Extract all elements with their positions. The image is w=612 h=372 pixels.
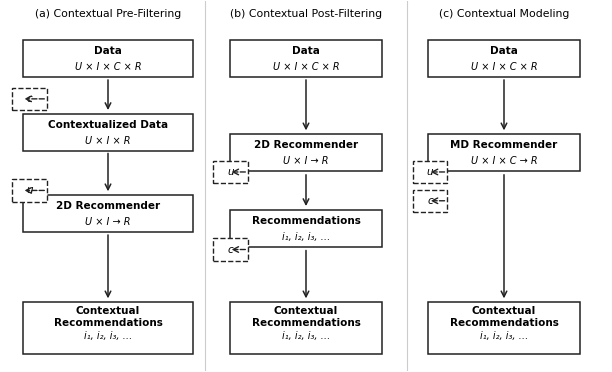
Text: MD Recommender: MD Recommender	[450, 140, 558, 150]
FancyBboxPatch shape	[12, 179, 47, 202]
Text: u: u	[228, 167, 234, 177]
Text: U × I × R: U × I × R	[85, 135, 131, 145]
Text: U × I × C × R: U × I × C × R	[75, 62, 141, 72]
FancyBboxPatch shape	[214, 238, 248, 260]
Text: U × I × C × R: U × I × C × R	[273, 62, 339, 72]
Text: Data: Data	[292, 46, 320, 56]
Text: c: c	[228, 244, 234, 254]
Text: U × I → R: U × I → R	[283, 156, 329, 166]
Text: i₁, i₂, i₃, …: i₁, i₂, i₃, …	[282, 232, 330, 241]
Text: i₁, i₂, i₃, …: i₁, i₂, i₃, …	[480, 331, 528, 340]
FancyBboxPatch shape	[230, 134, 382, 171]
FancyBboxPatch shape	[230, 40, 382, 77]
FancyBboxPatch shape	[428, 40, 580, 77]
Text: Contextualized Data: Contextualized Data	[48, 120, 168, 130]
FancyBboxPatch shape	[23, 40, 193, 77]
Text: U × I × C × R: U × I × C × R	[471, 62, 537, 72]
FancyBboxPatch shape	[230, 210, 382, 247]
FancyBboxPatch shape	[412, 161, 447, 183]
Text: Contextual
Recommendations: Contextual Recommendations	[450, 306, 558, 328]
Text: c: c	[27, 94, 32, 104]
FancyBboxPatch shape	[428, 134, 580, 171]
Text: i₁, i₂, i₃, …: i₁, i₂, i₃, …	[282, 331, 330, 340]
Text: Data: Data	[490, 46, 518, 56]
Text: i₁, i₂, i₃, …: i₁, i₂, i₃, …	[84, 331, 132, 340]
Text: Recommendations: Recommendations	[252, 216, 360, 226]
Text: (b) Contextual Post-Filtering: (b) Contextual Post-Filtering	[230, 9, 382, 19]
FancyBboxPatch shape	[412, 190, 447, 212]
Text: u: u	[427, 167, 433, 177]
Text: 2D Recommender: 2D Recommender	[56, 201, 160, 211]
FancyBboxPatch shape	[23, 302, 193, 354]
Text: Data: Data	[94, 46, 122, 56]
Text: Contextual
Recommendations: Contextual Recommendations	[252, 306, 360, 328]
Text: u: u	[26, 185, 33, 195]
FancyBboxPatch shape	[12, 88, 47, 110]
FancyBboxPatch shape	[23, 114, 193, 151]
Text: (c) Contextual Modeling: (c) Contextual Modeling	[439, 9, 569, 19]
FancyBboxPatch shape	[230, 302, 382, 354]
FancyBboxPatch shape	[428, 302, 580, 354]
Text: U × I × C → R: U × I × C → R	[471, 156, 537, 166]
FancyBboxPatch shape	[23, 195, 193, 232]
Text: 2D Recommender: 2D Recommender	[254, 140, 358, 150]
Text: Contextual
Recommendations: Contextual Recommendations	[54, 306, 162, 328]
Text: c: c	[427, 196, 433, 206]
Text: U × I → R: U × I → R	[85, 217, 131, 227]
FancyBboxPatch shape	[214, 161, 248, 183]
Text: (a) Contextual Pre-Filtering: (a) Contextual Pre-Filtering	[35, 9, 181, 19]
